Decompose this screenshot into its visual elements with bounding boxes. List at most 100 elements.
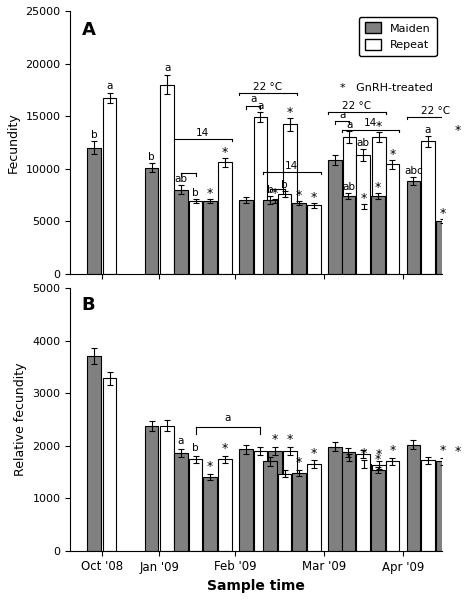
Text: *: * [389, 148, 396, 161]
Bar [357, 206, 371, 274]
Text: *: * [272, 187, 278, 200]
Bar [341, 196, 355, 274]
Text: a: a [346, 119, 353, 130]
Text: *: * [207, 460, 213, 473]
Text: 14: 14 [196, 128, 210, 138]
Bar [283, 451, 297, 551]
Text: ab: ab [342, 182, 355, 191]
Bar [189, 201, 202, 274]
Text: b: b [192, 188, 199, 198]
Bar [218, 163, 232, 274]
Text: a: a [225, 413, 231, 423]
Text: *: * [375, 181, 381, 194]
Text: 22 °C: 22 °C [253, 82, 283, 92]
Bar [421, 142, 435, 274]
Bar [103, 98, 116, 274]
Bar [263, 461, 276, 551]
Text: b: b [192, 443, 199, 453]
Bar [239, 449, 253, 551]
Text: *: * [272, 433, 278, 446]
Bar [307, 464, 321, 551]
Text: 14: 14 [285, 161, 298, 170]
Bar [341, 452, 355, 551]
Bar [254, 117, 267, 274]
Text: abc: abc [404, 166, 423, 176]
Text: b: b [148, 152, 155, 162]
Bar [269, 201, 282, 274]
Text: *: * [454, 124, 460, 137]
Bar [436, 221, 449, 274]
Bar [278, 194, 291, 274]
Bar [189, 460, 202, 551]
Text: *: * [439, 207, 446, 220]
Y-axis label: Relative fecundity: Relative fecundity [14, 362, 27, 476]
Bar [269, 451, 282, 551]
Text: *: * [389, 444, 396, 457]
Text: *: * [287, 106, 293, 119]
Text: a: a [177, 436, 184, 446]
Y-axis label: Fecundity: Fecundity [7, 112, 20, 173]
Bar [174, 453, 188, 551]
Text: *: * [222, 146, 228, 159]
X-axis label: Sample time: Sample time [207, 579, 305, 593]
Bar [407, 445, 420, 551]
Bar [371, 470, 384, 551]
Bar [386, 461, 399, 551]
Bar [421, 460, 435, 551]
Bar [356, 454, 370, 551]
Text: b: b [267, 185, 273, 195]
Bar [263, 200, 276, 274]
Bar [103, 379, 116, 551]
Text: a: a [106, 81, 113, 91]
Bar [356, 155, 370, 274]
Bar [145, 167, 158, 274]
Text: *: * [222, 442, 228, 455]
Text: *: * [375, 120, 382, 133]
Text: B: B [82, 296, 95, 314]
Bar [87, 148, 101, 274]
Bar [386, 164, 399, 274]
Bar [328, 446, 341, 551]
Bar [145, 426, 158, 551]
Text: *: * [311, 191, 317, 204]
Text: *: * [375, 453, 381, 466]
Bar [292, 473, 306, 551]
Text: 22 °C: 22 °C [421, 106, 450, 116]
Text: *: * [454, 445, 460, 458]
Bar [278, 473, 291, 551]
Text: *: * [361, 446, 367, 460]
Bar [283, 124, 297, 274]
Text: a: a [339, 110, 345, 120]
Legend: Maiden, Repeat: Maiden, Repeat [359, 16, 437, 56]
Bar [436, 461, 449, 551]
Text: *: * [287, 433, 293, 446]
Text: *: * [361, 192, 367, 205]
Bar [203, 201, 217, 274]
Text: a: a [425, 125, 431, 135]
Bar [407, 181, 420, 274]
Bar [292, 203, 306, 274]
Text: a: a [250, 94, 256, 104]
Bar [307, 205, 321, 274]
Text: 22 °C: 22 °C [342, 101, 371, 110]
Text: *: * [375, 448, 382, 461]
Bar [357, 464, 371, 551]
Text: *: * [311, 446, 317, 460]
Text: *: * [296, 189, 302, 202]
Text: *: * [207, 187, 213, 200]
Text: b: b [281, 179, 288, 190]
Bar [174, 190, 188, 274]
Bar [371, 196, 384, 274]
Text: *: * [439, 444, 446, 457]
Bar [343, 137, 356, 274]
Bar [203, 476, 217, 551]
Bar [239, 200, 253, 274]
Text: b: b [91, 130, 97, 140]
Text: 14: 14 [364, 118, 377, 128]
Bar [254, 451, 267, 551]
Text: ab: ab [357, 137, 369, 148]
Bar [451, 463, 464, 551]
Bar [218, 460, 232, 551]
Text: a: a [257, 101, 264, 111]
Bar [87, 356, 101, 551]
